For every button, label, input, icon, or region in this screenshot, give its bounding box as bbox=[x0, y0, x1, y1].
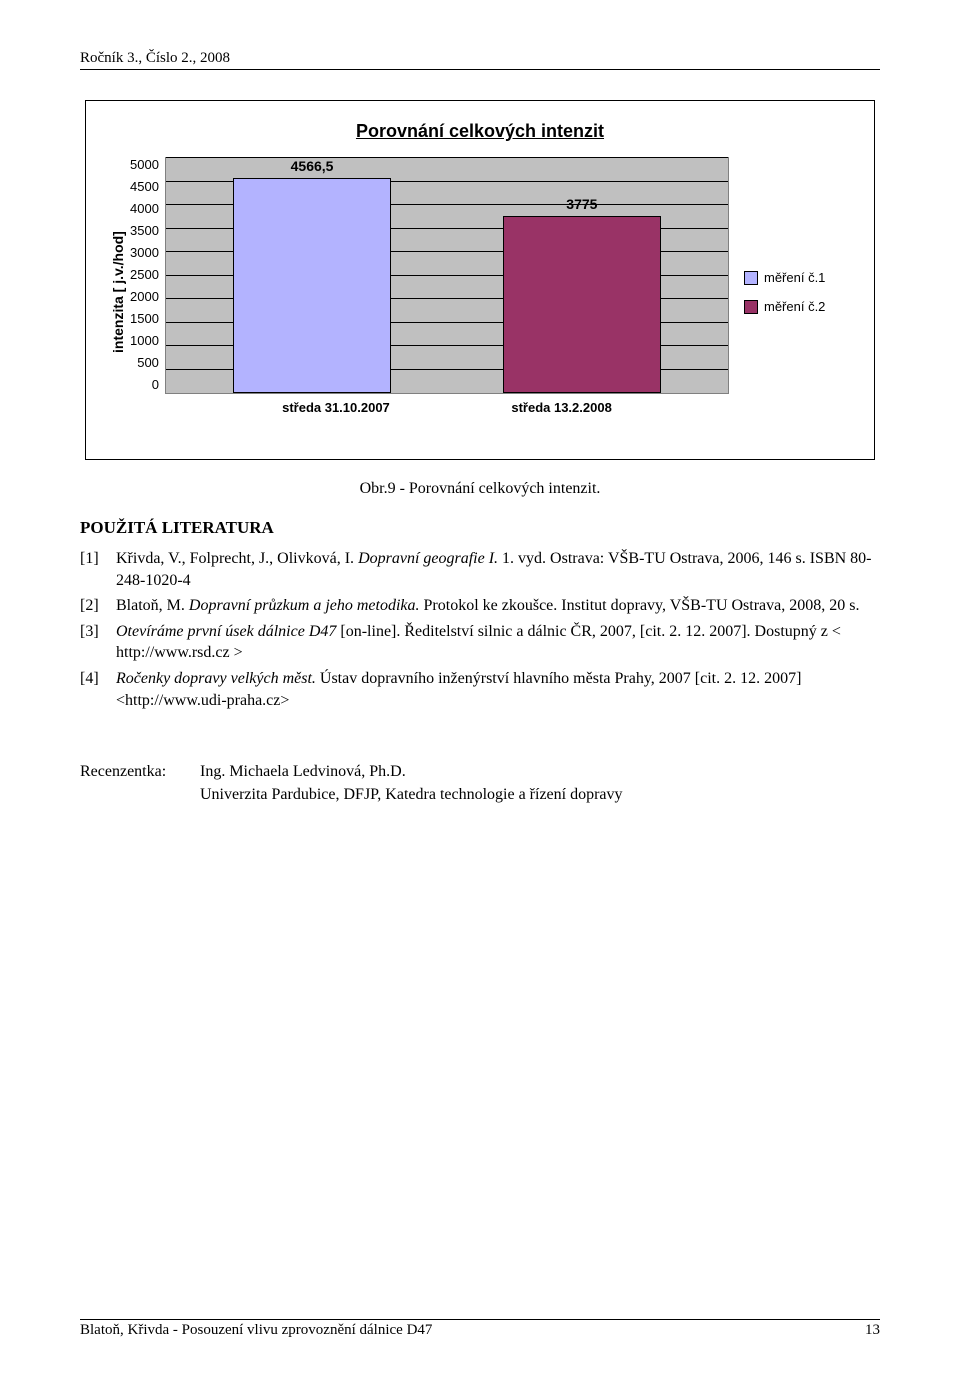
footer-left: Blatoň, Křivda - Posouzení vlivu zprovoz… bbox=[80, 1322, 432, 1339]
legend-label: měření č.1 bbox=[764, 270, 825, 285]
ytick: 1000 bbox=[130, 333, 159, 348]
chart-legend: měření č.1 měření č.2 bbox=[744, 157, 854, 427]
reference-number: [1] bbox=[80, 548, 116, 591]
reference-text: Křivda, V., Folprecht, J., Olivková, I. … bbox=[116, 548, 880, 591]
reference-item: [4] Ročenky dopravy velkých měst. Ústav … bbox=[80, 668, 880, 711]
reference-text: Blatoň, M. Dopravní průzkum a jeho metod… bbox=[116, 595, 880, 617]
reviewer-label: Recenzentka: bbox=[80, 761, 200, 783]
legend-swatch-icon bbox=[744, 300, 758, 314]
section-heading: POUŽITÁ LITERATURA bbox=[80, 518, 880, 538]
reviewer-affiliation: Univerzita Pardubice, DFJP, Katedra tech… bbox=[200, 784, 623, 806]
legend-swatch-icon bbox=[744, 271, 758, 285]
reference-number: [4] bbox=[80, 668, 116, 711]
ytick: 500 bbox=[130, 355, 159, 370]
reference-number: [2] bbox=[80, 595, 116, 617]
chart-title: Porovnání celkových intenzit bbox=[106, 121, 854, 142]
page-footer: Blatoň, Křivda - Posouzení vlivu zprovoz… bbox=[80, 1319, 880, 1339]
chart-body: intenzita [ j.v./hod] 5000 4500 4000 350… bbox=[106, 157, 854, 427]
ytick: 0 bbox=[130, 377, 159, 392]
chart-plot-area: 4566,5 3775 bbox=[165, 157, 729, 394]
figure-caption: Obr.9 - Porovnání celkových intenzit. bbox=[80, 480, 880, 498]
chart-frame: Porovnání celkových intenzit intenzita [… bbox=[85, 100, 875, 460]
header-text: Ročník 3., Číslo 2., 2008 bbox=[80, 50, 230, 66]
legend-item: měření č.1 bbox=[744, 270, 854, 285]
reference-item: [1] Křivda, V., Folprecht, J., Olivková,… bbox=[80, 548, 880, 591]
chart-bar bbox=[233, 178, 390, 393]
page-header: Ročník 3., Číslo 2., 2008 bbox=[80, 50, 880, 70]
ytick: 3000 bbox=[130, 245, 159, 260]
ytick: 2000 bbox=[130, 289, 159, 304]
xtick: středa 31.10.2007 bbox=[282, 400, 390, 415]
bar-value-label: 3775 bbox=[532, 196, 632, 212]
reference-item: [3] Otevíráme první úsek dálnice D47 [on… bbox=[80, 621, 880, 664]
reference-text: Otevíráme první úsek dálnice D47 [on-lin… bbox=[116, 621, 880, 664]
reviewer-name: Ing. Michaela Ledvinová, Ph.D. bbox=[200, 761, 406, 783]
chart-plot-column: 4566,5 3775 středa 31.10.2007 středa 13.2… bbox=[165, 157, 729, 427]
reviewer-block: Recenzentka: Ing. Michaela Ledvinová, Ph… bbox=[80, 761, 880, 806]
chart-ylabel: intenzita [ j.v./hod] bbox=[106, 157, 130, 427]
ytick: 2500 bbox=[130, 267, 159, 282]
legend-item: měření č.2 bbox=[744, 299, 854, 314]
bar-value-label: 4566,5 bbox=[262, 158, 362, 174]
chart-xticks: středa 31.10.2007 středa 13.2.2008 bbox=[165, 400, 729, 415]
legend-label: měření č.2 bbox=[764, 299, 825, 314]
ytick: 3500 bbox=[130, 223, 159, 238]
reviewer-line: Recenzentka: Ing. Michaela Ledvinová, Ph… bbox=[80, 761, 880, 783]
references-list: [1] Křivda, V., Folprecht, J., Olivková,… bbox=[80, 548, 880, 711]
chart-bar bbox=[503, 216, 660, 393]
footer-pagenum: 13 bbox=[865, 1322, 880, 1339]
chart-yticks: 5000 4500 4000 3500 3000 2500 2000 1500 … bbox=[130, 157, 165, 392]
reference-text: Ročenky dopravy velkých měst. Ústav dopr… bbox=[116, 668, 880, 711]
ytick: 1500 bbox=[130, 311, 159, 326]
reviewer-line: Univerzita Pardubice, DFJP, Katedra tech… bbox=[80, 784, 880, 806]
ytick: 5000 bbox=[130, 157, 159, 172]
ytick: 4500 bbox=[130, 179, 159, 194]
ytick: 4000 bbox=[130, 201, 159, 216]
reviewer-spacer bbox=[80, 784, 200, 806]
xtick: středa 13.2.2008 bbox=[511, 400, 611, 415]
reference-item: [2] Blatoň, M. Dopravní průzkum a jeho m… bbox=[80, 595, 880, 617]
reference-number: [3] bbox=[80, 621, 116, 664]
